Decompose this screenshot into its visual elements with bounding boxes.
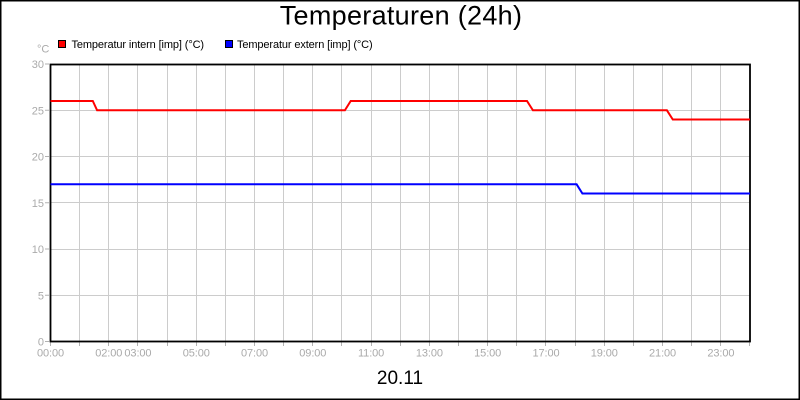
svg-text:09:00: 09:00: [299, 348, 326, 360]
svg-text:25: 25: [32, 105, 44, 117]
svg-text:15:00: 15:00: [474, 348, 501, 360]
svg-text:20.11: 20.11: [377, 368, 423, 389]
svg-text:5: 5: [38, 290, 44, 302]
svg-text:0: 0: [38, 337, 44, 349]
svg-text:°C: °C: [37, 44, 49, 56]
svg-text:00:00: 00:00: [37, 348, 64, 360]
svg-text:02:00: 02:00: [95, 348, 122, 360]
svg-text:05:00: 05:00: [183, 348, 210, 360]
svg-text:21:00: 21:00: [649, 348, 676, 360]
svg-text:Temperatur intern [imp] (°C): Temperatur intern [imp] (°C): [72, 39, 204, 51]
svg-text:15: 15: [32, 198, 44, 210]
svg-text:20: 20: [32, 152, 44, 164]
svg-text:11:00: 11:00: [358, 348, 384, 360]
svg-text:17:00: 17:00: [532, 348, 559, 360]
svg-text:07:00: 07:00: [241, 348, 268, 360]
svg-text:10: 10: [32, 244, 44, 256]
svg-text:03:00: 03:00: [124, 348, 151, 360]
svg-text:Temperatur extern [imp] (°C): Temperatur extern [imp] (°C): [237, 39, 373, 51]
svg-text:23:00: 23:00: [707, 348, 734, 360]
svg-text:30: 30: [32, 59, 44, 71]
svg-text:19:00: 19:00: [591, 348, 618, 360]
svg-text:13:00: 13:00: [416, 348, 443, 360]
svg-text:Temperaturen (24h): Temperaturen (24h): [280, 1, 523, 31]
